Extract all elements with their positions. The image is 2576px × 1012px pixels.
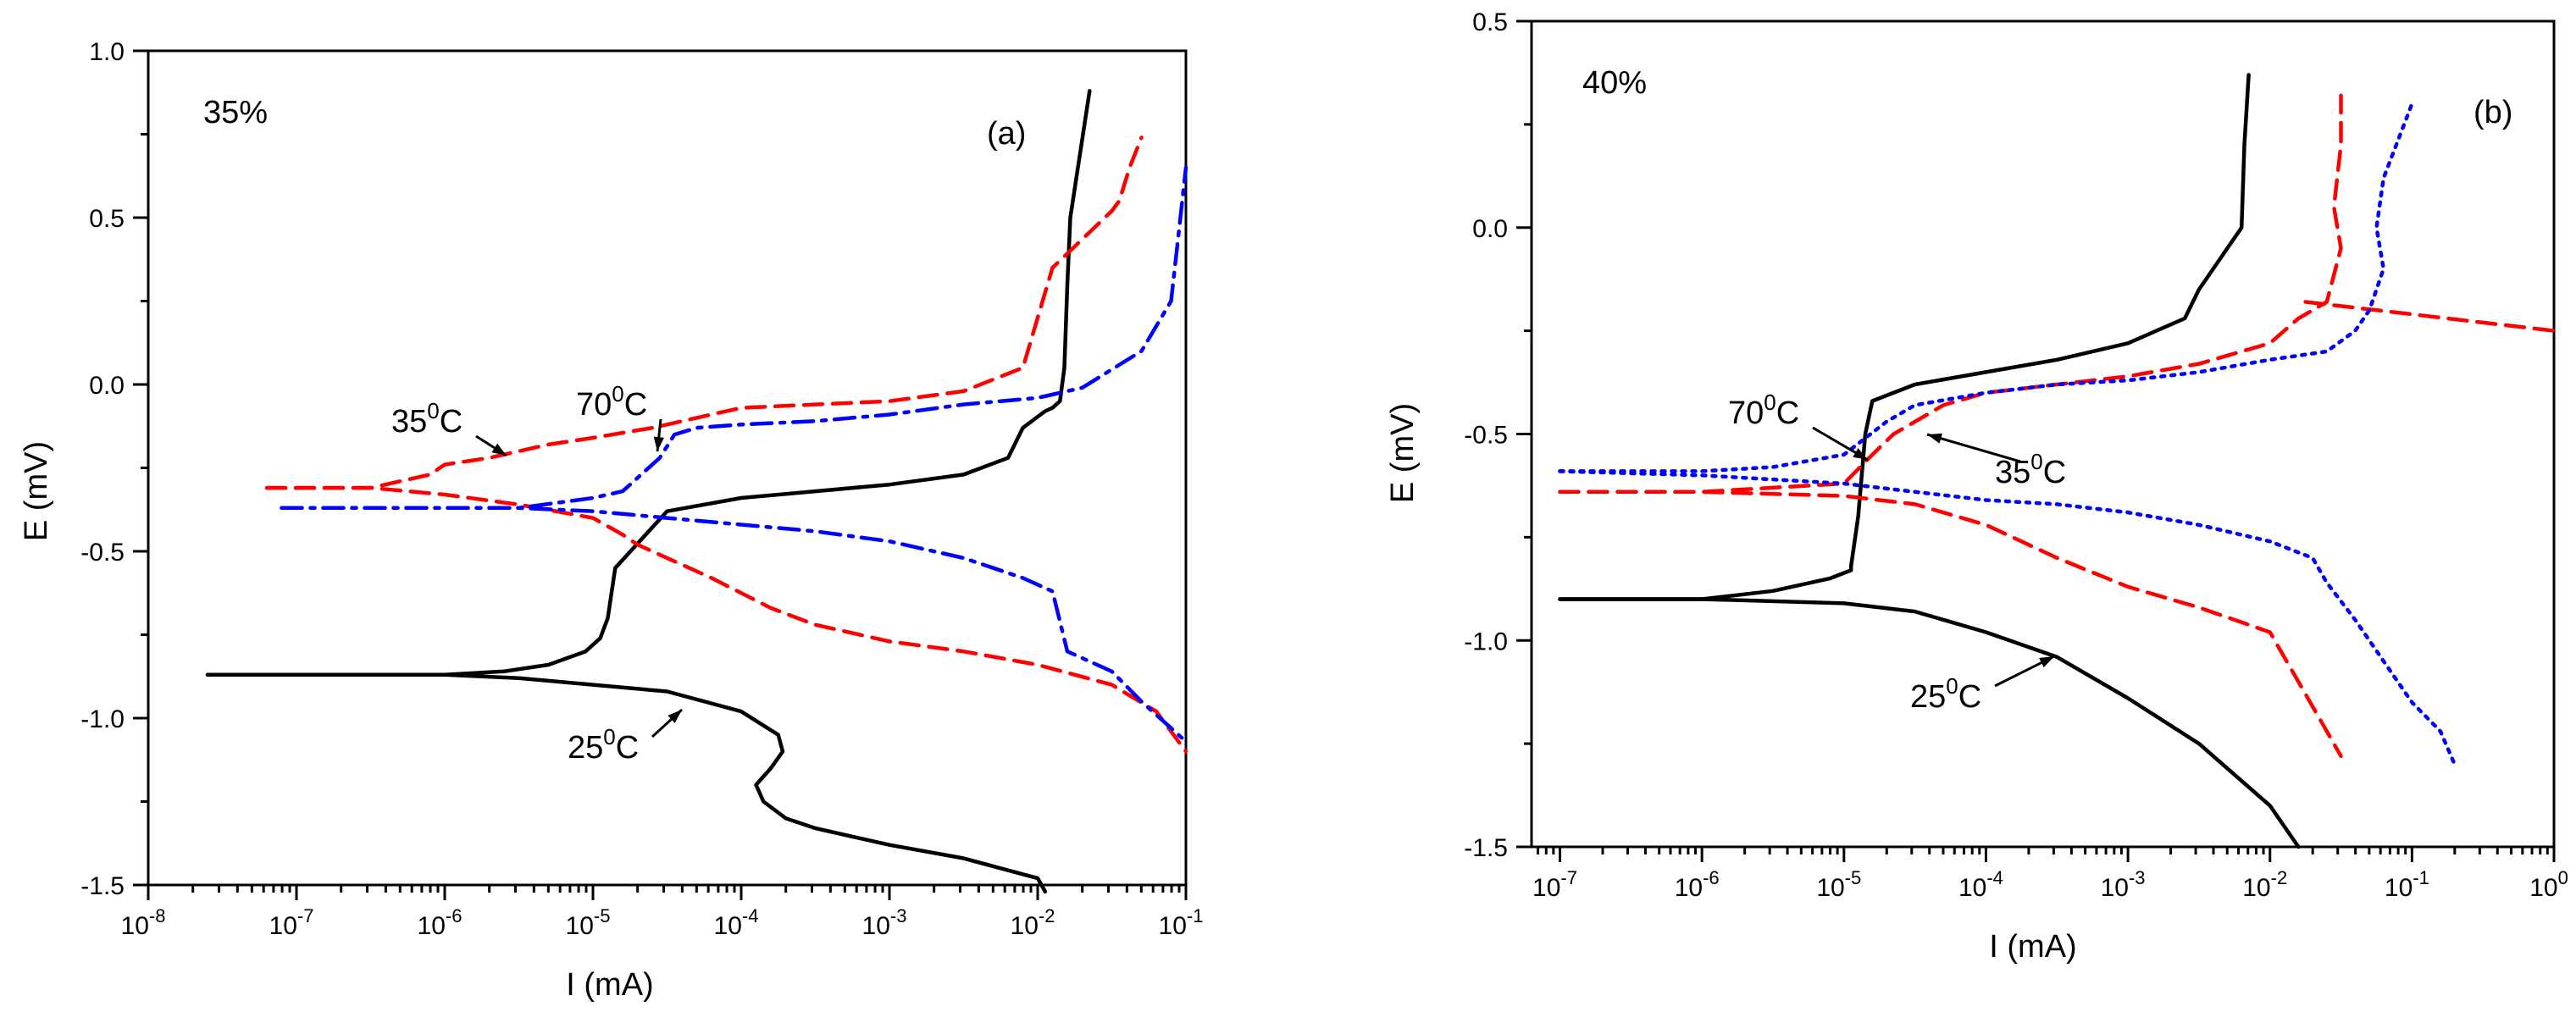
series-line-35C-branch [2303, 300, 2557, 333]
annotation-arrowhead-25C [668, 710, 682, 723]
x-axis-label-b: I (mA) [1989, 929, 2076, 965]
series-group-a [205, 89, 1188, 894]
annotation-35C: 350C [1995, 449, 2066, 490]
y-tick-label: 1.0 [89, 38, 125, 66]
annotation-25C: 250C [568, 724, 639, 766]
series-line-35C-anodic [264, 135, 1144, 490]
y-tick-label: -1.5 [80, 872, 125, 900]
x-axis-label-a: I (mA) [566, 967, 653, 1003]
annotation-70C: 700C [1728, 390, 1799, 431]
annotation-arrowhead-25C [2039, 656, 2054, 668]
panel-b: 10-7 10-6 10-5 10-4 10-3 10-2 10-1 1000.50.0-0.… [1385, 8, 2568, 965]
y-axis-label-b: E (mV) [1385, 403, 1421, 503]
annotation-arrowhead-70C [1853, 448, 1868, 460]
panel-label-b: (b) [2474, 95, 2512, 130]
series-line-70C-anodic [1558, 102, 2414, 473]
y-tick-label: 0.0 [1472, 215, 1508, 243]
series-line-70C-cathodic [1558, 469, 2457, 766]
annotation-25C: 250C [1910, 673, 1981, 715]
series-line-25C-cathodic [205, 672, 1048, 894]
y-tick-label: -1.0 [80, 705, 125, 733]
annotation-70C: 700C [576, 381, 647, 423]
series-line-35C-cathodic [264, 485, 1188, 754]
annotation-arrowhead-35C [491, 443, 507, 456]
y-tick-label: 0.0 [89, 372, 125, 400]
series-line-25C-anodic [1558, 73, 2251, 601]
y-tick-label: 0.5 [89, 205, 125, 233]
y-tick-label: -1.5 [1464, 834, 1508, 862]
y-tick-label: -0.5 [80, 539, 125, 567]
annotation-arrowhead-70C [653, 436, 664, 451]
panel-label-a: (a) [987, 116, 1026, 152]
axis-ticks-b: 10-7 10-6 10-5 10-4 10-3 10-2 10-1 1000.50.0-0.… [1464, 8, 2568, 902]
concentration-label-a: 35% [203, 95, 268, 130]
series-line-70C-cathodic [280, 506, 1188, 744]
y-tick-label: 0.5 [1472, 8, 1508, 36]
y-tick-label: -0.5 [1464, 422, 1508, 450]
series-line-25C-anodic [205, 89, 1092, 677]
temperature-annotations-b: 250C 350C 700C [1728, 390, 2066, 715]
annotation-arrow-35C [1926, 433, 2021, 463]
annotation-arrowhead-35C [1927, 433, 1942, 444]
temperature-annotations-a: 250C 350C 700C [391, 381, 684, 766]
annotation-35C: 350C [391, 398, 463, 440]
concentration-label-b: 40% [1582, 65, 1647, 101]
y-tick-label: -1.0 [1464, 628, 1508, 655]
panel-a: 10-8 10-7 10-6 10-5 10-4 10-3 10-2 10-11.00.50.… [19, 38, 1203, 1003]
y-axis-label-a: E (mV) [19, 441, 54, 541]
series-line-35C-cathodic [1558, 489, 2343, 759]
series-line-25C-cathodic [1558, 597, 2301, 849]
